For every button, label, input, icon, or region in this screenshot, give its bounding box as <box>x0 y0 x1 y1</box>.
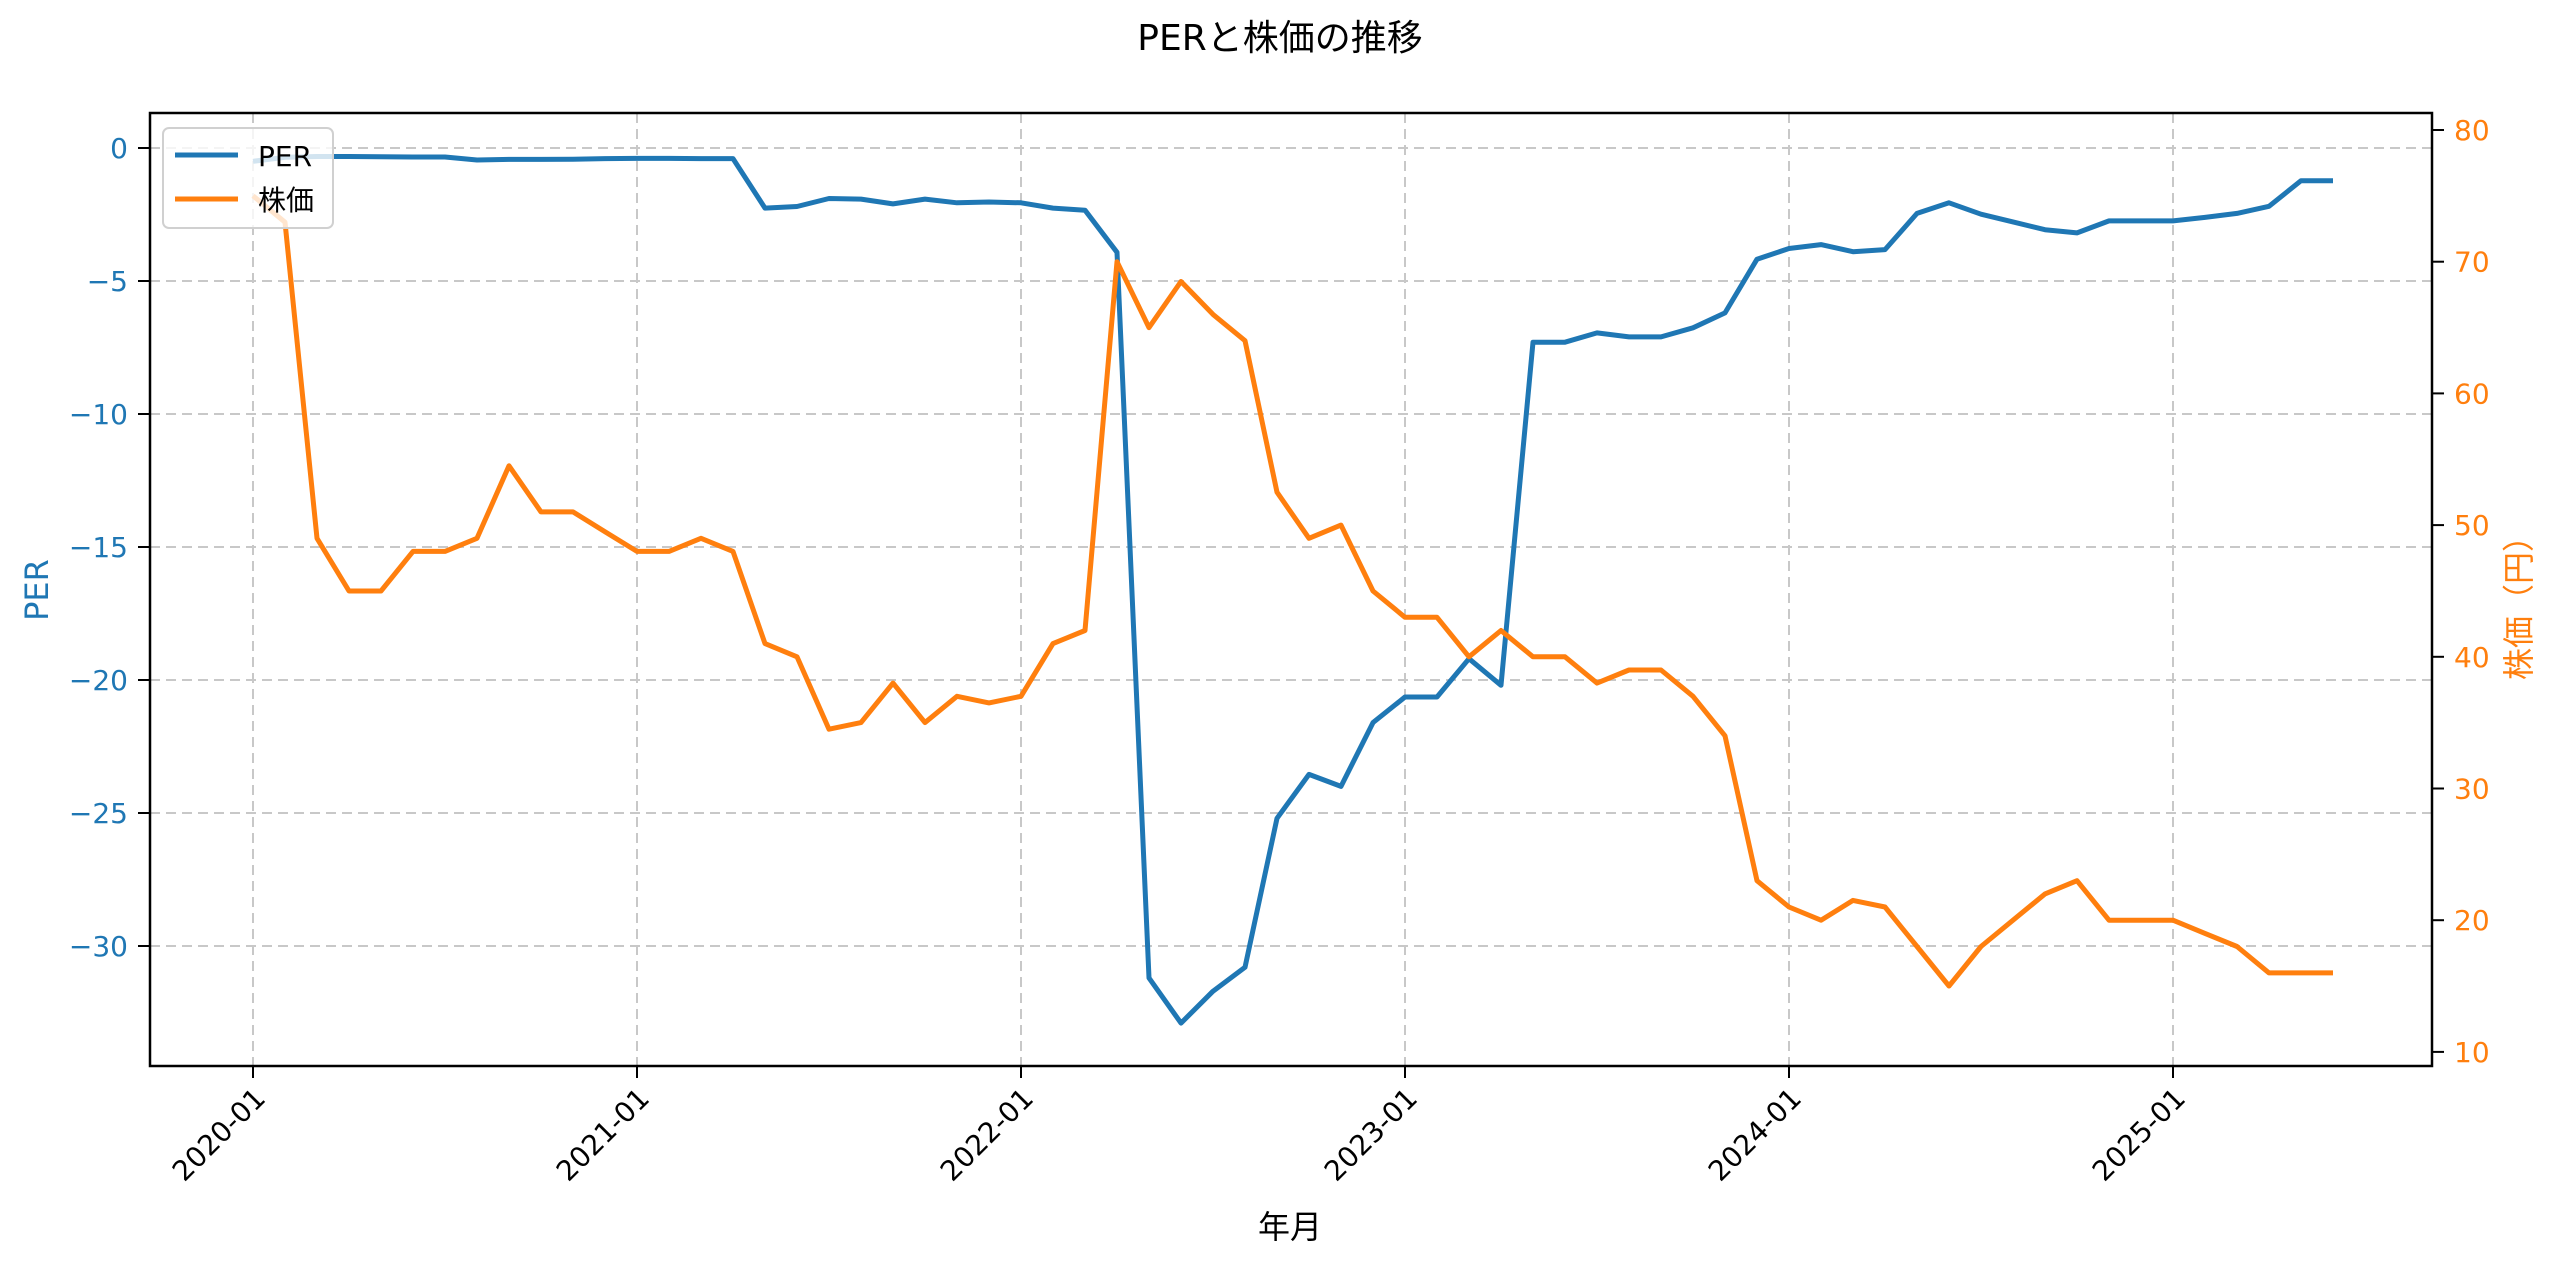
x-tick-label: 2025-01 <box>2086 1082 2192 1188</box>
plot-area-frame <box>148 111 2434 1068</box>
left-tick-label: −25 <box>69 797 128 830</box>
left-tick-label: −5 <box>87 265 128 298</box>
right-tick-label: 80 <box>2454 114 2490 147</box>
left-tick-label: −15 <box>69 531 128 564</box>
y-axis-label-per: PER <box>18 559 56 621</box>
price-line <box>251 193 2333 989</box>
x-axis-dates: 2020-01 2021-01 2022-01 2023-01 2024-01 2025-… <box>166 1066 2192 1188</box>
legend-label-price: 株価 <box>258 184 314 217</box>
right-tick-label: 60 <box>2454 377 2490 410</box>
right-tick-label: 70 <box>2454 246 2490 279</box>
per-line <box>252 154 2333 1026</box>
series-lines <box>251 154 2333 1026</box>
x-tick-label: 2021-01 <box>550 1082 656 1188</box>
x-tick-label: 2023-01 <box>1318 1082 1424 1188</box>
x-tick-label: 2020-01 <box>166 1082 272 1188</box>
right-tick-label: 50 <box>2454 509 2490 542</box>
left-y-axis-per: 0 −5 −10 −15 −20 −25 −30 <box>69 132 150 963</box>
left-tick-label: −30 <box>69 930 128 963</box>
right-tick-label: 20 <box>2454 904 2490 937</box>
legend: PER 株価 <box>162 127 334 229</box>
right-tick-label: 10 <box>2454 1036 2490 1069</box>
x-tick-label: 2024-01 <box>1702 1082 1808 1188</box>
left-tick-label: 0 <box>110 132 128 165</box>
left-tick-label: −10 <box>69 398 128 431</box>
x-tick-label: 2022-01 <box>934 1082 1040 1188</box>
right-y-axis-price: 10 20 30 40 50 60 70 80 <box>2432 114 2490 1069</box>
y-axis-label-price: 株価（円） <box>2500 520 2538 680</box>
x-axis-label: 年月 <box>1258 1208 1322 1246</box>
right-tick-label: 30 <box>2454 773 2490 806</box>
left-tick-label: −20 <box>69 664 128 697</box>
chart-title: PERと株価の推移 <box>1137 18 1422 59</box>
grid-lines <box>150 113 2432 1066</box>
legend-label-per: PER <box>258 140 312 173</box>
right-tick-label: 40 <box>2454 641 2490 674</box>
